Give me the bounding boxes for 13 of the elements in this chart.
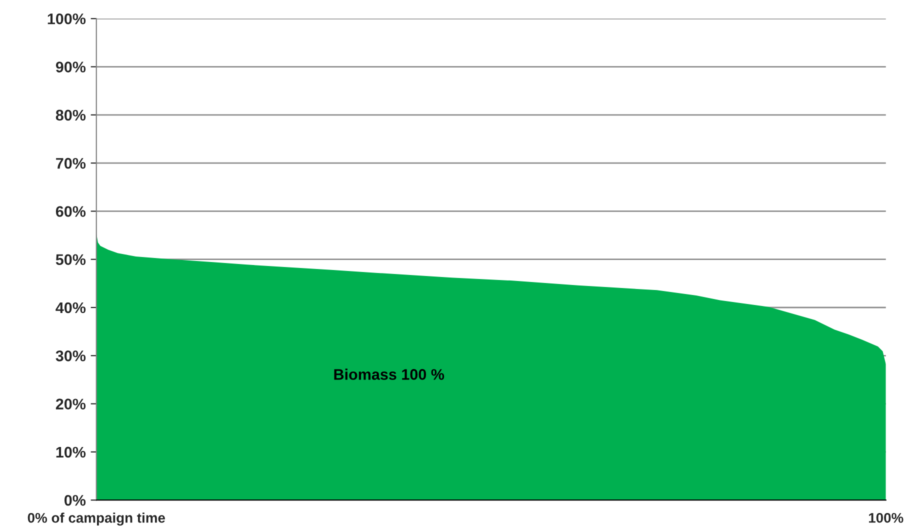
y-tick-label: 50% bbox=[56, 254, 86, 266]
x-tick-label: 0% of campaign time bbox=[28, 512, 165, 526]
y-tick-label: 40% bbox=[56, 302, 86, 314]
y-tick-label: 10% bbox=[56, 446, 86, 458]
y-tick-label: 90% bbox=[56, 62, 86, 72]
y-tick-label: 100% bbox=[48, 13, 86, 24]
y-tick-label: 60% bbox=[56, 206, 86, 217]
y-tick-label: 80% bbox=[56, 110, 86, 121]
y-tick-label: 0% bbox=[64, 494, 86, 506]
y-tick-label: 20% bbox=[56, 398, 86, 410]
y-tick-label: 30% bbox=[56, 350, 86, 362]
series-label: Biomass 100 % bbox=[334, 368, 444, 380]
y-tick-label: 70% bbox=[56, 158, 86, 169]
